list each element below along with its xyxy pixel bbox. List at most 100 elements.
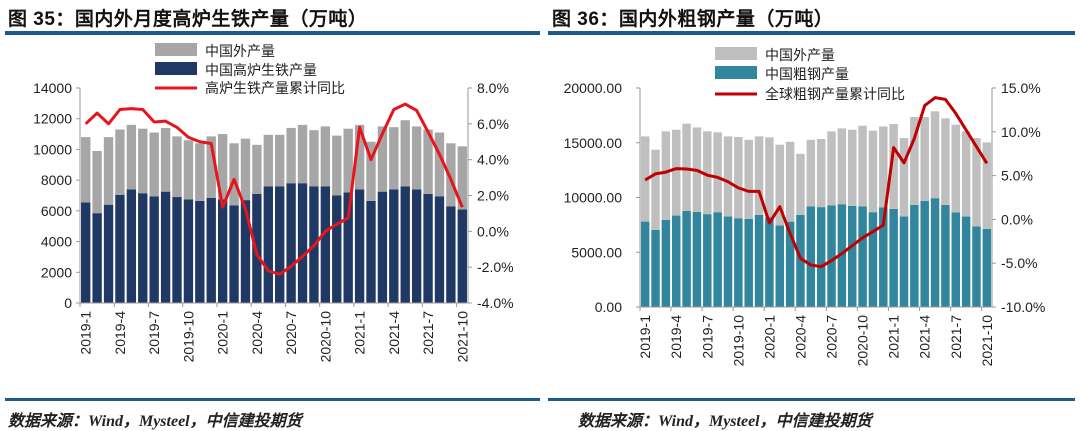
bar-overseas-2019-2: [651, 149, 660, 230]
legend-label: 中国粗钢产量: [765, 66, 849, 82]
bar-overseas-2021-8: [434, 132, 445, 197]
bar-overseas-2020-2: [775, 144, 785, 226]
bar-china-2019-7: [703, 214, 712, 307]
bar-overseas-2020-8: [837, 128, 847, 205]
bar-china-2019-8: [713, 212, 722, 307]
bar-china-2020-2: [775, 225, 785, 307]
bar-overseas-2020-3: [240, 138, 251, 201]
bar-china-2021-3: [910, 204, 919, 307]
x-tick-label: 2021-10: [454, 311, 470, 363]
bar-china-2021-9: [972, 226, 981, 307]
bar-china-2021-5: [930, 198, 940, 307]
x-tick-label: 2019-4: [112, 311, 128, 355]
x-tick-label: 2020-4: [792, 315, 808, 359]
bar-overseas-2019-12: [754, 136, 764, 215]
bar-overseas-2020-11: [868, 130, 878, 213]
y2-tick-label: 8.0%: [477, 80, 509, 96]
bar-overseas-2020-9: [309, 130, 319, 187]
y-tick-label: 5000.00: [571, 244, 622, 260]
bar-overseas-2021-9: [446, 143, 456, 207]
bar-china-2020-8: [297, 183, 308, 303]
legend-label: 中国高炉生铁产量: [205, 62, 317, 78]
bar-overseas-2019-11: [744, 139, 753, 219]
source-note-left: 数据来源：Wind，Mysteel，中信建投期货: [8, 413, 302, 430]
bar-china-2021-4: [389, 189, 399, 303]
bar-overseas-2021-6: [411, 126, 422, 190]
bar-overseas-2019-11: [195, 143, 205, 201]
bar-overseas-2019-12: [206, 136, 216, 198]
y-tick-label: 12000: [33, 111, 72, 127]
title-divider-right: [548, 31, 1075, 35]
x-tick-label: 2019-7: [146, 311, 162, 355]
bar-china-2019-3: [661, 219, 671, 307]
bar-overseas-2021-8: [961, 131, 971, 217]
bar-china-2019-7: [149, 196, 159, 303]
bar-overseas-2021-10: [457, 146, 467, 210]
bar-china-2020-6: [816, 207, 826, 307]
bar-china-2020-12: [343, 192, 353, 303]
bar-overseas-2019-8: [713, 132, 722, 213]
bar-overseas-2021-6: [941, 118, 950, 205]
y-tick-label: 15000.00: [564, 135, 623, 151]
bar-overseas-2021-9: [972, 138, 981, 227]
chart-title-right: 图 36：国内外粗钢产量（万吨）: [552, 9, 834, 30]
x-tick-label: 2020-1: [215, 311, 231, 355]
bar-china-2020-12: [879, 207, 888, 307]
y-tick-label: 10000.00: [564, 190, 623, 206]
bar-overseas-2021-2: [366, 141, 376, 201]
x-tick-label: 2021-7: [948, 315, 964, 359]
y-tick-label: 2000: [41, 264, 72, 280]
bar-china-2019-2: [651, 229, 660, 307]
bar-china-2020-3: [240, 200, 251, 303]
bar-overseas-2021-5: [400, 120, 410, 187]
bar-overseas-2020-1: [765, 137, 774, 218]
bar-overseas-2021-2: [899, 138, 909, 217]
bar-china-2020-1: [217, 199, 228, 303]
x-tick-label: 2020-1: [761, 315, 777, 359]
bar-overseas-2019-6: [138, 128, 148, 194]
x-tick-label: 2021-7: [420, 311, 436, 355]
y2-tick-label: 5.0%: [1001, 168, 1033, 184]
bar-overseas-2020-6: [816, 139, 826, 208]
bar-china-2019-10: [734, 218, 743, 307]
bar-china-2019-6: [138, 193, 148, 303]
bar-china-2020-11: [868, 212, 878, 307]
y-tick-label: 4000: [41, 234, 72, 250]
bar-china-2020-1: [765, 217, 774, 307]
bar-overseas-2020-11: [332, 135, 342, 196]
x-tick-label: 2019-10: [730, 315, 746, 367]
bar-china-2019-4: [671, 215, 681, 307]
bar-china-2019-5: [126, 189, 137, 303]
bar-china-2019-11: [195, 200, 205, 303]
bar-overseas-2020-5: [263, 134, 273, 187]
footer-divider-right: [548, 398, 1075, 401]
y-tick-label: 10000: [33, 141, 72, 157]
bar-china-2021-4: [920, 200, 929, 307]
bar-china-2019-1: [640, 221, 650, 307]
bar-overseas-2019-7: [149, 132, 159, 197]
chart-title-left: 图 35：国内外月度高炉生铁产量（万吨）: [8, 9, 368, 30]
bar-china-2019-11: [744, 218, 753, 307]
y2-tick-label: 4.0%: [477, 152, 509, 168]
bar-china-2021-7: [951, 212, 961, 307]
bar-overseas-2019-10: [183, 140, 194, 200]
bar-overseas-2020-5: [806, 139, 816, 207]
bar-overseas-2021-7: [951, 124, 961, 213]
bar-china-2019-1: [81, 202, 91, 303]
bar-china-2020-9: [847, 205, 857, 307]
footer-divider-left: [5, 398, 540, 401]
y-tick-label: 6000: [41, 203, 72, 219]
bar-overseas-2019-3: [661, 131, 671, 220]
y2-tick-label: -2.0%: [477, 259, 514, 275]
bar-china-2019-9: [723, 216, 733, 307]
x-tick-label: 2020-7: [283, 311, 299, 355]
bar-overseas-2020-2: [229, 143, 239, 206]
bar-china-2020-3: [785, 221, 795, 307]
bar-overseas-2021-1: [354, 124, 365, 190]
bar-overseas-2020-7: [827, 131, 836, 206]
bar-overseas-2021-7: [423, 129, 433, 194]
bar-overseas-2020-6: [275, 134, 285, 187]
bar-overseas-2021-3: [377, 126, 388, 192]
y2-tick-label: 2.0%: [477, 188, 509, 204]
